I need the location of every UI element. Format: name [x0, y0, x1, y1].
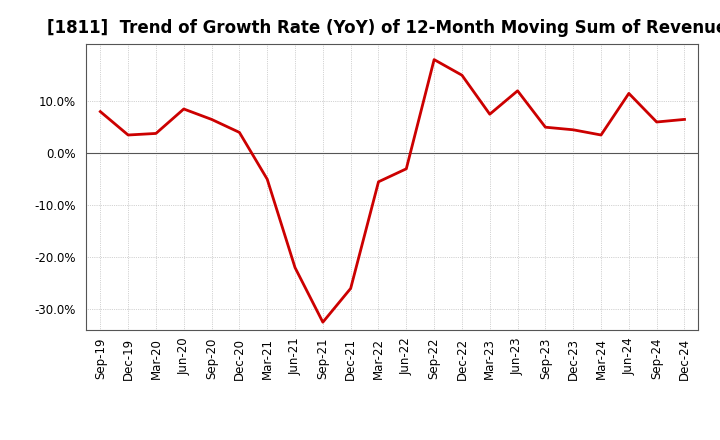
Title: [1811]  Trend of Growth Rate (YoY) of 12-Month Moving Sum of Revenues: [1811] Trend of Growth Rate (YoY) of 12-… — [48, 19, 720, 37]
